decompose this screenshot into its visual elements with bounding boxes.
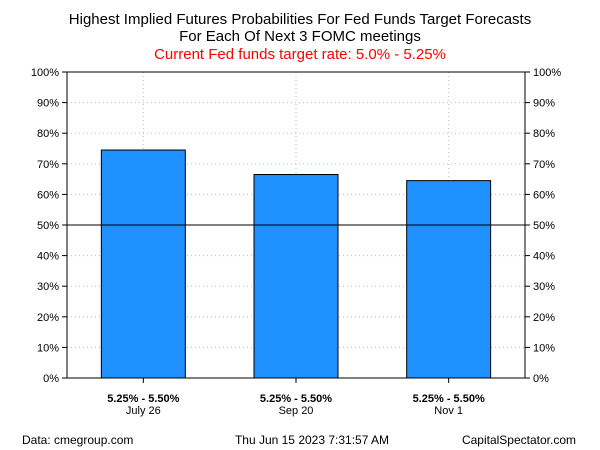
y-tick-label-left: 100% [31, 67, 59, 79]
x-tick-label-meeting: Sep 20 [279, 405, 314, 417]
chart-title-line2: For Each Of Next 3 FOMC meetings [179, 28, 421, 45]
y-tick-label-left: 10% [37, 342, 59, 354]
x-tick-label-range: 5.25% - 5.50% [413, 393, 485, 405]
y-axis-right: 0% 10% 20% 30% 40% 50% 60% 70% 80% 90% 100% [525, 67, 561, 385]
y-tick-label-left: 60% [37, 189, 59, 201]
y-tick-label-left: 40% [37, 251, 59, 263]
y-tick-label-right: 50% [533, 220, 555, 232]
x-axis: 5.25% - 5.50%July 265.25% - 5.50%Sep 205… [107, 378, 485, 417]
y-axis-left: 0% 10% 20% 30% 40% 50% 60% 70% 80% 90% 100% [31, 67, 67, 385]
chart-subtitle: Current Fed funds target rate: 5.0% - 5.… [154, 46, 446, 63]
y-tick-label-left: 70% [37, 159, 59, 171]
y-tick-label-right: 60% [533, 189, 555, 201]
x-tick-label-range: 5.25% - 5.50% [107, 393, 179, 405]
bar-july-26 [100, 149, 186, 379]
x-tick-label-meeting: July 26 [126, 405, 161, 417]
footer-source: Data: cmegroup.com [22, 433, 133, 447]
y-tick-label-left: 80% [37, 128, 59, 140]
y-tick-label-left: 30% [37, 281, 59, 293]
y-tick-label-right: 100% [533, 67, 561, 79]
bar-sep-20 [253, 174, 339, 379]
footer-timestamp: Thu Jun 15 2023 7:31:57 AM [235, 433, 389, 447]
y-tick-label-right: 0% [533, 373, 549, 385]
chart-title: Highest Implied Futures Probabilities Fo… [69, 11, 531, 28]
y-tick-label-left: 20% [37, 312, 59, 324]
footer-credit: CapitalSpectator.com [462, 433, 576, 447]
y-tick-label-left: 0% [43, 373, 59, 385]
x-tick-label-range: 5.25% - 5.50% [260, 393, 332, 405]
bar-nov-1 [406, 180, 492, 379]
bars [100, 149, 492, 379]
y-tick-label-right: 40% [533, 251, 555, 263]
y-tick-label-right: 10% [533, 342, 555, 354]
y-tick-label-left: 50% [37, 220, 59, 232]
y-tick-label-right: 30% [533, 281, 555, 293]
y-tick-label-right: 80% [533, 128, 555, 140]
y-tick-label-left: 90% [37, 98, 59, 110]
x-tick-label-meeting: Nov 1 [434, 405, 463, 417]
y-tick-label-right: 70% [533, 159, 555, 171]
y-tick-label-right: 90% [533, 98, 555, 110]
y-tick-label-right: 20% [533, 312, 555, 324]
